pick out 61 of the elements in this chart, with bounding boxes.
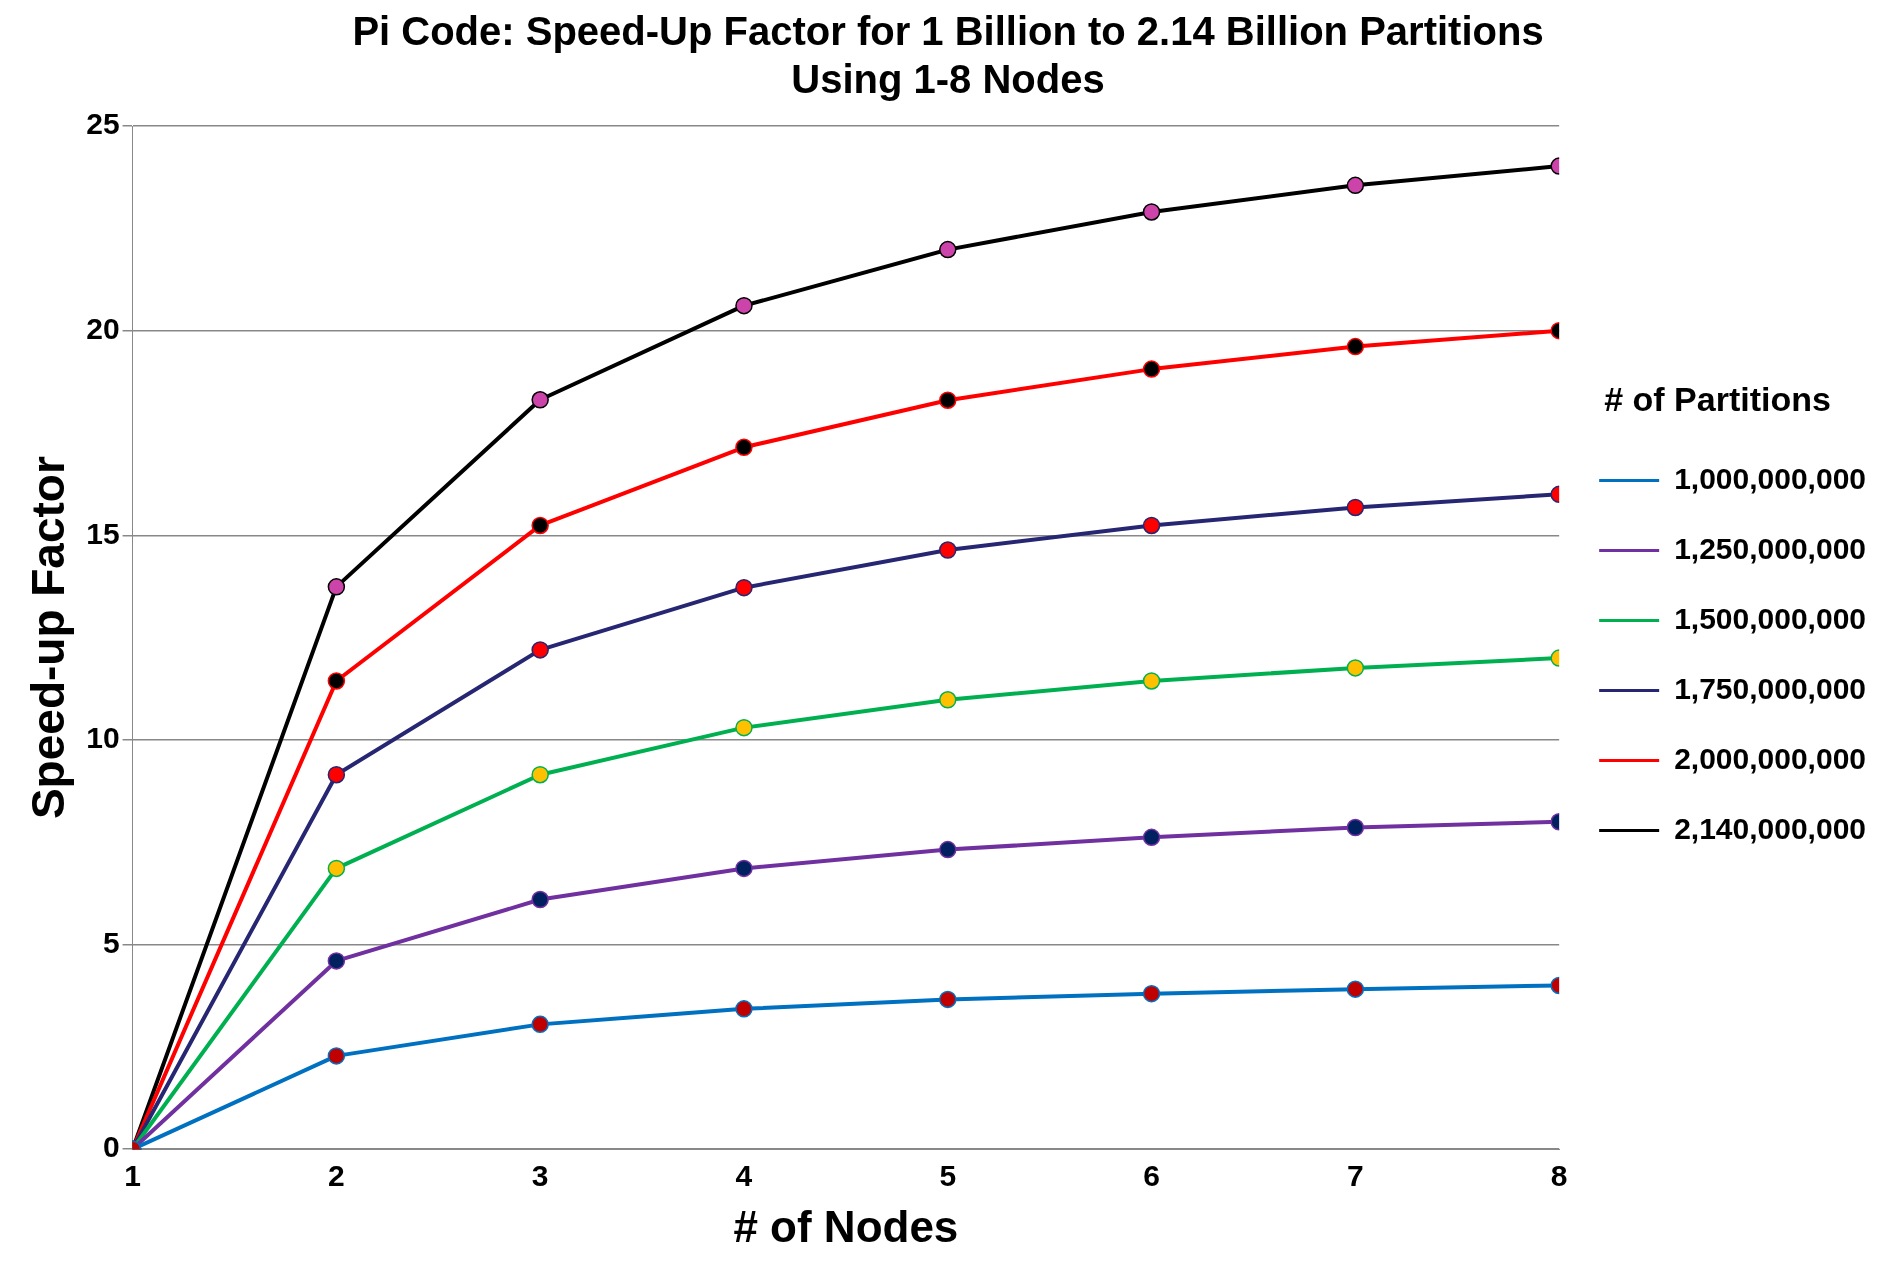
point (531, 765, 549, 784)
point (1142, 516, 1161, 535)
point (327, 859, 346, 878)
text: Using 1-8 Nodes (791, 57, 1105, 102)
point (735, 578, 753, 597)
legend-label: 2,000,000,000 (1674, 741, 1867, 775)
point (735, 718, 753, 737)
point (1142, 984, 1161, 1003)
point (1346, 337, 1365, 356)
point (939, 541, 957, 559)
point (939, 240, 957, 259)
y-tick-label: 10 (86, 721, 120, 755)
point (1142, 672, 1161, 690)
point (531, 641, 549, 659)
x-tick-label: 5 (939, 1159, 957, 1193)
y-tick-label: 5 (102, 925, 120, 959)
point (327, 578, 346, 596)
point (735, 296, 753, 315)
point (531, 1015, 549, 1034)
legend-label: 2,140,000,000 (1674, 811, 1867, 845)
x-tick-label: 1 (124, 1159, 141, 1193)
point (735, 1000, 753, 1018)
x-tick-label: 8 (1550, 1159, 1568, 1193)
point (1346, 980, 1365, 998)
point (1142, 203, 1161, 221)
point (1142, 360, 1161, 378)
legend-label: 1,250,000,000 (1674, 531, 1867, 565)
point (1346, 498, 1365, 517)
point (939, 691, 957, 709)
point (735, 438, 753, 457)
y-axis-title: Speed-up Factor (22, 456, 75, 820)
point (1346, 818, 1365, 837)
x-tick-label: 6 (1143, 1159, 1160, 1193)
point (327, 672, 346, 690)
x-tick-label: 3 (531, 1159, 549, 1193)
x-axis-title: # of Nodes (733, 1201, 959, 1251)
text: Pi Code: Speed-Up Factor for 1 Billion to 2.14 Billion Partitions (352, 9, 1544, 54)
point (327, 1047, 346, 1065)
point (531, 391, 549, 409)
point (327, 765, 346, 784)
legend-label: 1,500,000,000 (1674, 601, 1867, 635)
y-tick-label: 0 (102, 1130, 120, 1164)
x-tick-label: 2 (328, 1159, 345, 1193)
point (1142, 828, 1161, 847)
point (327, 952, 346, 970)
y-tick-label: 20 (86, 311, 120, 345)
legend-title: # of Partitions (1604, 379, 1831, 418)
point (939, 990, 957, 1009)
x-tick-label: 4 (735, 1159, 753, 1193)
point (939, 391, 957, 409)
y-tick-label: 25 (86, 107, 120, 141)
point (531, 890, 549, 909)
point (735, 859, 753, 878)
point (1346, 176, 1365, 195)
legend-label: 1,750,000,000 (1674, 671, 1867, 705)
y-tick-label: 15 (86, 516, 120, 550)
x-tick-label: 7 (1347, 1159, 1364, 1193)
legend-label: 1,000,000,000 (1674, 461, 1867, 495)
point (939, 840, 957, 859)
point (531, 516, 549, 535)
point (1346, 659, 1365, 677)
